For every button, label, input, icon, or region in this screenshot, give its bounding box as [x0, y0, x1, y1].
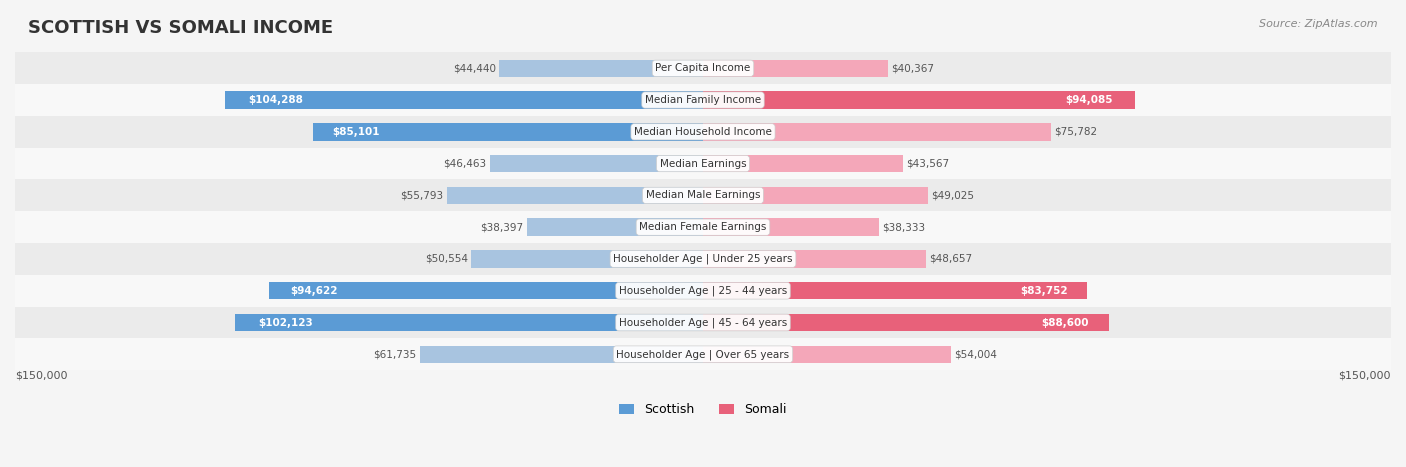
Bar [15, 52, 1391, 84]
Text: Median Earnings: Median Earnings [659, 159, 747, 169]
Bar [703, 91, 1135, 109]
Bar [703, 155, 903, 172]
Text: Householder Age | Over 65 years: Householder Age | Over 65 years [616, 349, 790, 360]
Bar [15, 307, 1391, 339]
Text: Median Family Income: Median Family Income [645, 95, 761, 105]
Bar [703, 282, 1087, 299]
Text: SCOTTISH VS SOMALI INCOME: SCOTTISH VS SOMALI INCOME [28, 19, 333, 37]
Bar [703, 219, 879, 236]
Bar [527, 219, 703, 236]
Text: $44,440: $44,440 [453, 63, 496, 73]
Bar [15, 211, 1391, 243]
Text: $88,600: $88,600 [1042, 318, 1090, 327]
Text: $94,622: $94,622 [291, 286, 339, 296]
Bar [703, 187, 928, 204]
Text: Householder Age | 25 - 44 years: Householder Age | 25 - 44 years [619, 285, 787, 296]
Bar [235, 314, 703, 331]
Bar [269, 282, 703, 299]
Text: Per Capita Income: Per Capita Income [655, 63, 751, 73]
Bar [15, 275, 1391, 307]
Text: Householder Age | Under 25 years: Householder Age | Under 25 years [613, 254, 793, 264]
Text: $61,735: $61,735 [373, 349, 416, 359]
Bar [703, 346, 950, 363]
Text: $46,463: $46,463 [443, 159, 486, 169]
Bar [703, 314, 1109, 331]
Bar [15, 339, 1391, 370]
Bar [15, 148, 1391, 179]
Text: $38,397: $38,397 [481, 222, 523, 232]
Text: $104,288: $104,288 [249, 95, 304, 105]
Bar [703, 250, 927, 268]
Text: $75,782: $75,782 [1054, 127, 1097, 137]
Text: $50,554: $50,554 [425, 254, 468, 264]
Text: $150,000: $150,000 [15, 370, 67, 380]
Bar [420, 346, 703, 363]
Text: $102,123: $102,123 [259, 318, 312, 327]
Text: $40,367: $40,367 [891, 63, 935, 73]
Bar [15, 84, 1391, 116]
Bar [15, 243, 1391, 275]
Bar [312, 123, 703, 141]
Text: Median Household Income: Median Household Income [634, 127, 772, 137]
Bar [447, 187, 703, 204]
Bar [15, 116, 1391, 148]
Text: $54,004: $54,004 [955, 349, 997, 359]
Bar [703, 123, 1050, 141]
Bar [225, 91, 703, 109]
Bar [471, 250, 703, 268]
Text: $85,101: $85,101 [332, 127, 380, 137]
Text: Median Male Earnings: Median Male Earnings [645, 191, 761, 200]
Text: $150,000: $150,000 [1339, 370, 1391, 380]
Text: Householder Age | 45 - 64 years: Householder Age | 45 - 64 years [619, 317, 787, 328]
Text: $83,752: $83,752 [1021, 286, 1069, 296]
Text: $43,567: $43,567 [907, 159, 949, 169]
Text: Median Female Earnings: Median Female Earnings [640, 222, 766, 232]
Text: $48,657: $48,657 [929, 254, 973, 264]
Text: $38,333: $38,333 [882, 222, 925, 232]
Bar [499, 59, 703, 77]
Text: $94,085: $94,085 [1066, 95, 1114, 105]
Text: $49,025: $49,025 [931, 191, 974, 200]
Bar [15, 179, 1391, 211]
Legend: Scottish, Somali: Scottish, Somali [614, 398, 792, 421]
Bar [703, 59, 889, 77]
Bar [489, 155, 703, 172]
Text: $55,793: $55,793 [401, 191, 444, 200]
Text: Source: ZipAtlas.com: Source: ZipAtlas.com [1260, 19, 1378, 28]
